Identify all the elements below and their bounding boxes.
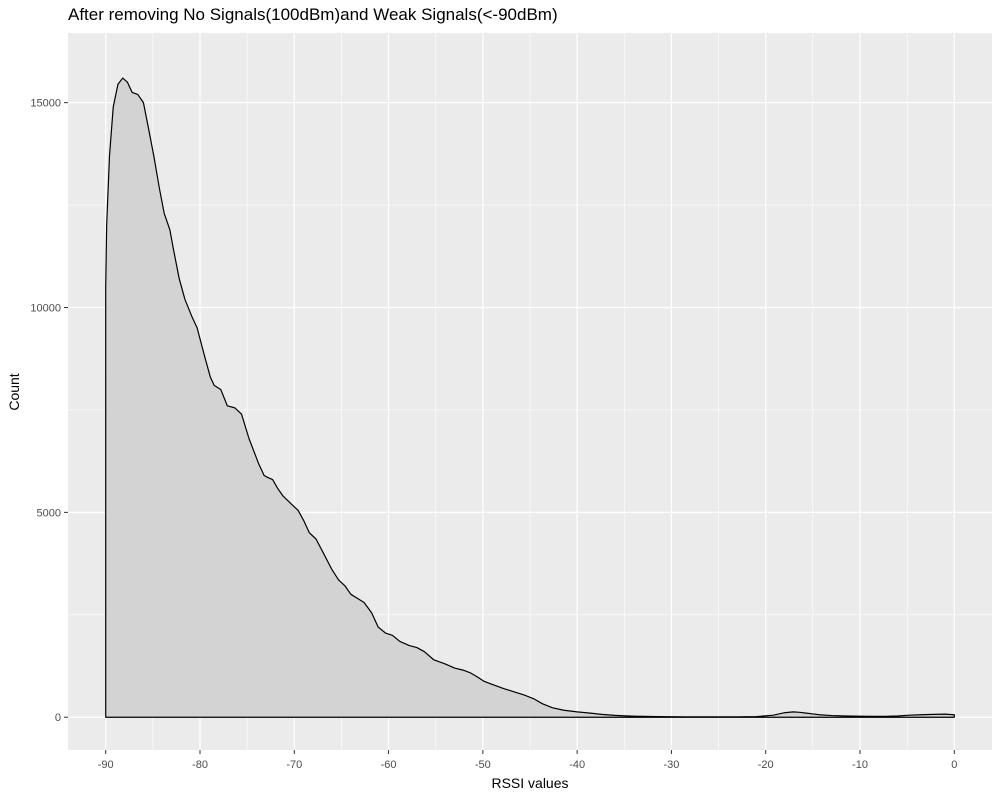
x-tick-label: -70 — [286, 759, 302, 771]
x-tick-label: -80 — [192, 759, 208, 771]
x-tick-label: -40 — [569, 759, 585, 771]
x-tick-label: -30 — [663, 759, 679, 771]
x-tick-label: 0 — [951, 759, 957, 771]
chart-title: After removing No Signals(100dBm)and Wea… — [68, 5, 558, 24]
x-axis: -90 -80 -70 -60 -50 -40 -30 -20 -10 0 — [98, 750, 957, 771]
density-area — [105, 77, 955, 718]
y-axis-title: Count — [6, 373, 22, 410]
y-tick-label: 10000 — [30, 303, 61, 315]
x-tick-label: -90 — [98, 759, 114, 771]
x-tick-label: -10 — [852, 759, 868, 771]
y-tick-label: 5000 — [37, 507, 61, 519]
y-axis: 0 5000 10000 15000 — [30, 98, 68, 724]
x-tick-label: -60 — [381, 759, 397, 771]
y-tick-label: 0 — [55, 712, 61, 724]
y-tick-label: 15000 — [30, 98, 61, 110]
x-tick-label: -20 — [758, 759, 774, 771]
x-axis-title: RSSI values — [491, 775, 568, 791]
x-tick-label: -50 — [475, 759, 491, 771]
